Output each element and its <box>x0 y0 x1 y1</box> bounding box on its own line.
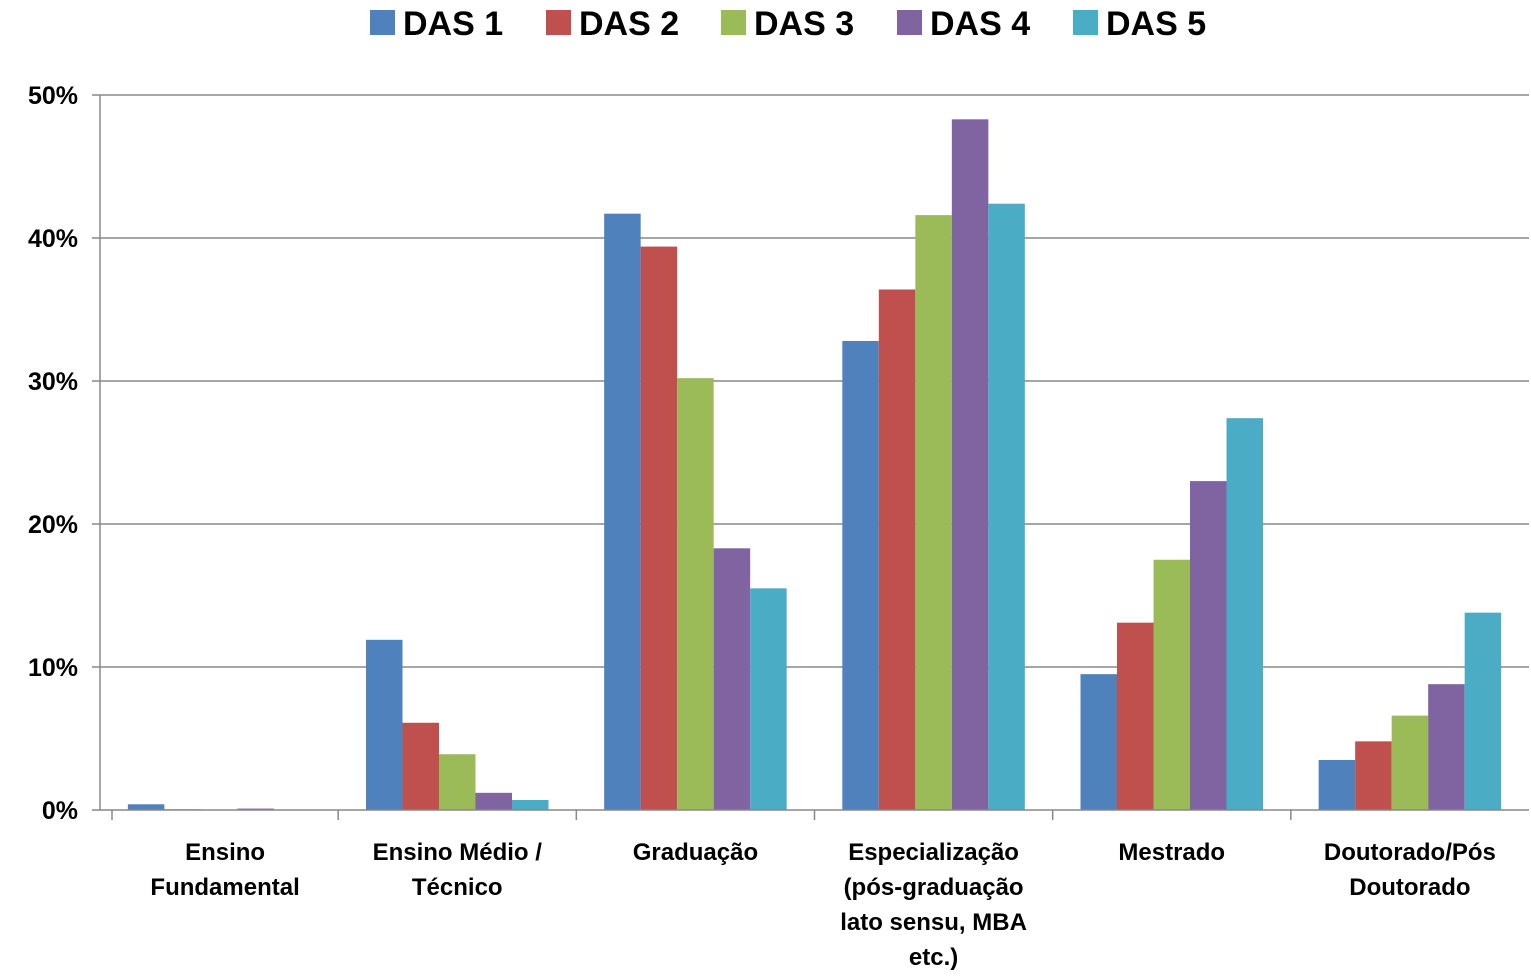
legend: DAS 1 DAS 2 DAS 3 DAS 4 DAS 5 <box>370 5 1206 43</box>
x-category-label-line: Ensino Médio / <box>373 839 543 866</box>
bar-das-3-cat-2 <box>677 378 714 810</box>
bar-das-1-cat-5 <box>1318 759 1356 810</box>
y-tick-label: 40% <box>28 225 78 253</box>
legend-swatch <box>721 10 746 35</box>
x-category-label: Ensino Fundamental <box>150 839 299 901</box>
y-tick-label: 0% <box>42 797 78 825</box>
bar-das-1-cat-0 <box>127 804 165 810</box>
bar-das-5-cat-2 <box>750 588 787 810</box>
bar-das-2-cat-5 <box>1355 741 1392 810</box>
legend-label: DAS 3 <box>754 5 854 43</box>
bar-das-5-cat-4 <box>1226 418 1263 810</box>
legend-swatch <box>370 10 395 35</box>
x-category-label-line: Técnico <box>412 874 503 901</box>
axes <box>99 95 1529 820</box>
x-category-label-line: Doutorado/Pós <box>1324 839 1496 866</box>
bar-das-2-cat-1 <box>402 722 439 810</box>
x-category-label: Mestrado <box>1118 839 1225 866</box>
y-tick-label: 10% <box>28 654 78 682</box>
x-category-label: Doutorado/Pós Doutorado <box>1324 839 1496 901</box>
bar-das-3-cat-1 <box>439 754 476 810</box>
gridlines <box>92 94 1529 811</box>
bar-das-3-cat-5 <box>1391 715 1429 810</box>
y-tick-label: 20% <box>28 511 78 539</box>
x-category-label: Especialização (pós-graduação lato sensu, … <box>840 839 1027 971</box>
bar-das-2-cat-4 <box>1117 622 1154 810</box>
legend-swatch <box>546 10 571 35</box>
x-category-label: Graduação <box>633 839 758 866</box>
y-tick-label: 30% <box>28 368 78 396</box>
x-category-label-line: etc.) <box>909 944 958 971</box>
y-tick-label: 50% <box>28 82 78 110</box>
bar-das-5-cat-3 <box>988 203 1025 810</box>
x-category-labels: Ensino Fundamental Ensino Médio / Técnico Gr… <box>150 839 1496 971</box>
bars <box>127 119 1502 811</box>
bar-das-4-cat-5 <box>1428 684 1465 810</box>
bar-das-4-cat-2 <box>713 548 751 810</box>
bar-das-4-cat-1 <box>475 792 512 810</box>
x-category-label-line: Mestrado <box>1118 839 1225 866</box>
bar-das-2-cat-2 <box>640 246 678 810</box>
x-category-label-line: Fundamental <box>150 874 299 901</box>
bar-das-1-cat-2 <box>604 213 641 810</box>
legend-label: DAS 2 <box>579 5 679 43</box>
bar-das-4-cat-3 <box>951 119 989 810</box>
bar-das-3-cat-3 <box>915 215 952 810</box>
y-tick-labels: 0% 10% 20% 30% 40% 50% <box>28 82 78 825</box>
x-category-label-line: Ensino <box>185 839 265 866</box>
bar-das-3-cat-4 <box>1153 559 1190 810</box>
bar-das-2-cat-3 <box>878 289 916 811</box>
bar-das-4-cat-4 <box>1190 481 1227 810</box>
legend-label: DAS 5 <box>1106 5 1206 43</box>
x-category-label-line: Graduação <box>633 839 758 866</box>
x-category-label-line: lato sensu, MBA <box>840 909 1027 936</box>
legend-swatch <box>897 10 922 35</box>
bar-das-1-cat-1 <box>366 639 403 810</box>
x-category-label-line: Doutorado <box>1349 874 1470 901</box>
legend-label: DAS 4 <box>930 5 1030 43</box>
x-category-label-line: Especialização <box>848 839 1019 866</box>
x-category-label-line: (pós-graduação <box>844 874 1024 901</box>
legend-label: DAS 1 <box>403 5 503 43</box>
bar-das-1-cat-3 <box>842 340 879 810</box>
legend-swatch <box>1073 10 1098 35</box>
x-category-label: Ensino Médio / Técnico <box>373 839 543 901</box>
bar-das-5-cat-1 <box>512 799 549 810</box>
bar-das-1-cat-4 <box>1080 674 1117 810</box>
bar-das-5-cat-5 <box>1464 612 1502 810</box>
